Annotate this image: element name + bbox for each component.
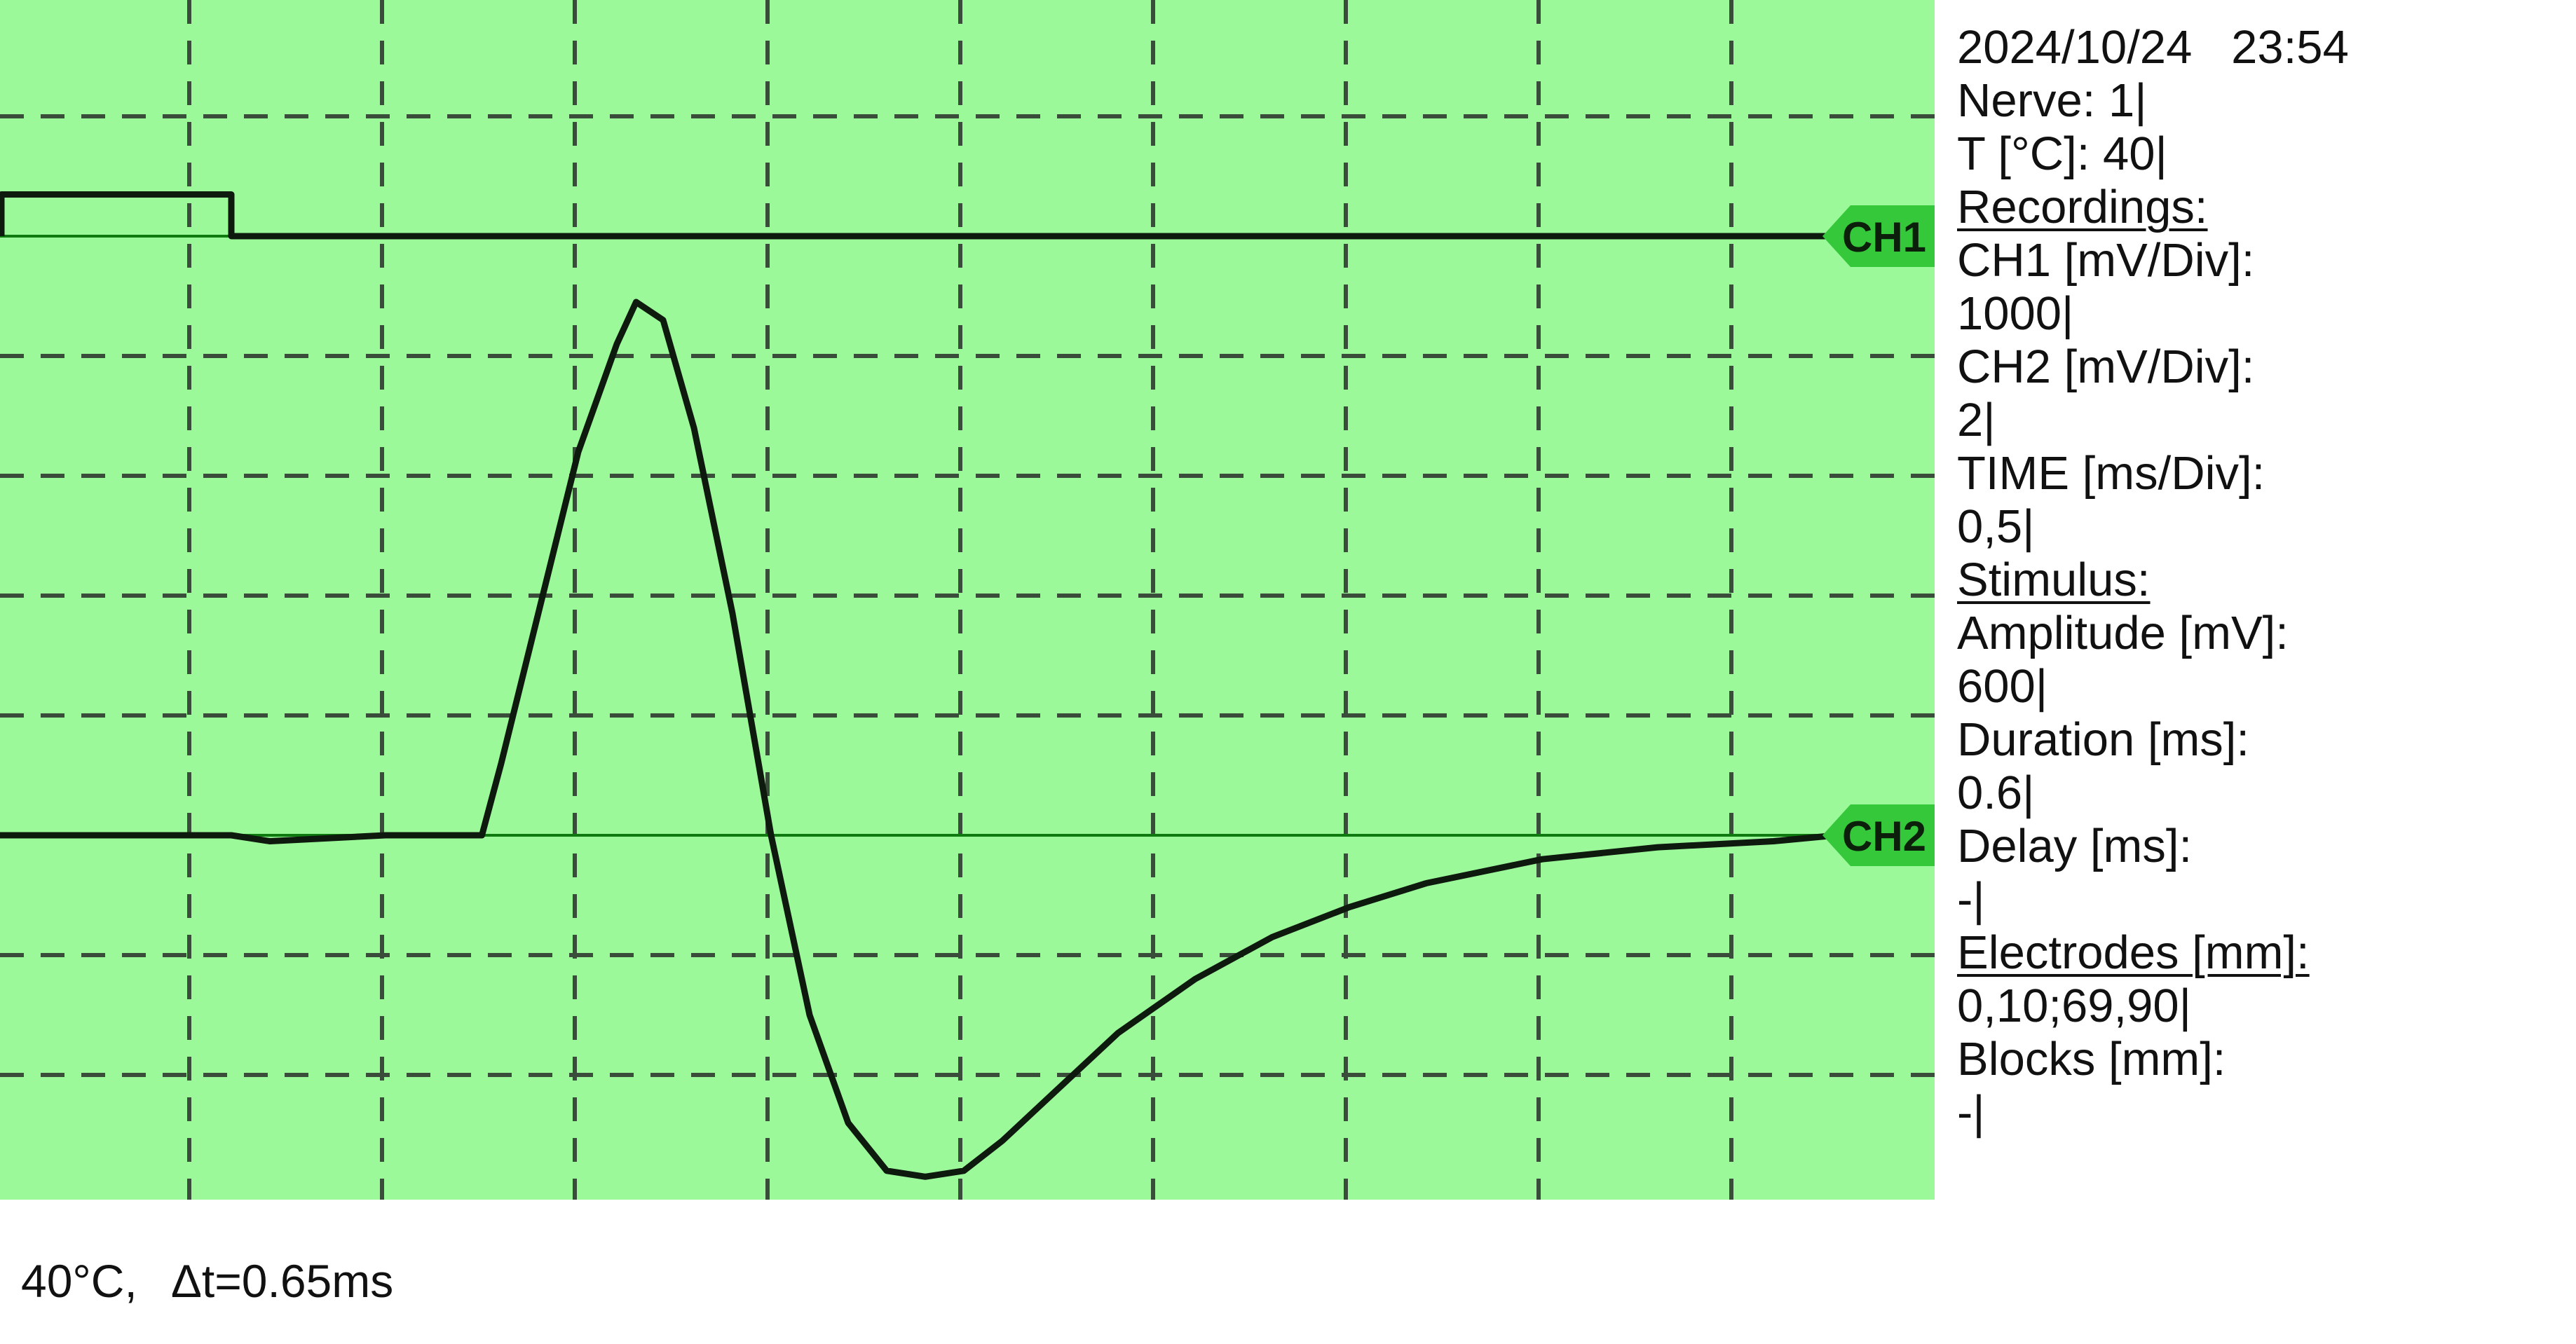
ch1-marker: CH1 — [1822, 205, 1935, 267]
delay-label: Delay [ms]: — [1957, 820, 2193, 872]
ch1-scale-value: 1000| — [1957, 287, 2074, 340]
recordings-heading: Recordings: — [1957, 181, 2208, 233]
ch1-trace — [0, 191, 1836, 240]
screen-background — [0, 0, 1935, 1200]
stimulus-heading: Stimulus: — [1957, 554, 2151, 606]
blocks-value: -| — [1957, 1086, 1985, 1139]
ch2-scale-value: 2| — [1957, 394, 1996, 446]
ch2-marker-label: CH2 — [1842, 813, 1926, 860]
time-scale-label: TIME [ms/Div]: — [1957, 447, 2265, 500]
caption-temperature: 40°C, — [21, 1255, 137, 1307]
oscilloscope-screen: CH1 CH2 — [0, 0, 1935, 1200]
amplitude-value: 600| — [1957, 660, 2048, 713]
ch1-marker-tag — [1822, 205, 1935, 267]
temperature-setting: T [°C]: 40| — [1957, 128, 2167, 180]
ch2-trace — [0, 299, 1840, 1180]
delay-value: -| — [1957, 873, 1985, 926]
ch2-marker-tag — [1822, 804, 1935, 866]
settings-panel: 2024/10/24 23:54 Nerve: 1| T [°C]: 40| R… — [1957, 21, 2560, 1139]
ch2-scale-label: CH2 [mV/Div]: — [1957, 341, 2255, 393]
duration-value: 0.6| — [1957, 767, 2035, 819]
nerve-setting: Nerve: 1| — [1957, 74, 2147, 127]
amplitude-label: Amplitude [mV]: — [1957, 607, 2289, 659]
caption-delta-t: Δt=0.65ms — [170, 1255, 394, 1307]
caption: 40°C, Δt=0.65ms — [21, 1254, 393, 1308]
blocks-label: Blocks [mm]: — [1957, 1033, 2226, 1085]
ch1-marker-label: CH1 — [1842, 214, 1926, 261]
datetime: 2024/10/24 23:54 — [1957, 21, 2349, 74]
electrodes-value: 0,10;69,90| — [1957, 980, 2192, 1032]
ch2-marker: CH2 — [1822, 804, 1935, 866]
electrodes-heading: Electrodes [mm]: — [1957, 926, 2310, 979]
time-scale-value: 0,5| — [1957, 500, 2035, 553]
ch1-scale-label: CH1 [mV/Div]: — [1957, 234, 2255, 287]
duration-label: Duration [ms]: — [1957, 713, 2250, 766]
